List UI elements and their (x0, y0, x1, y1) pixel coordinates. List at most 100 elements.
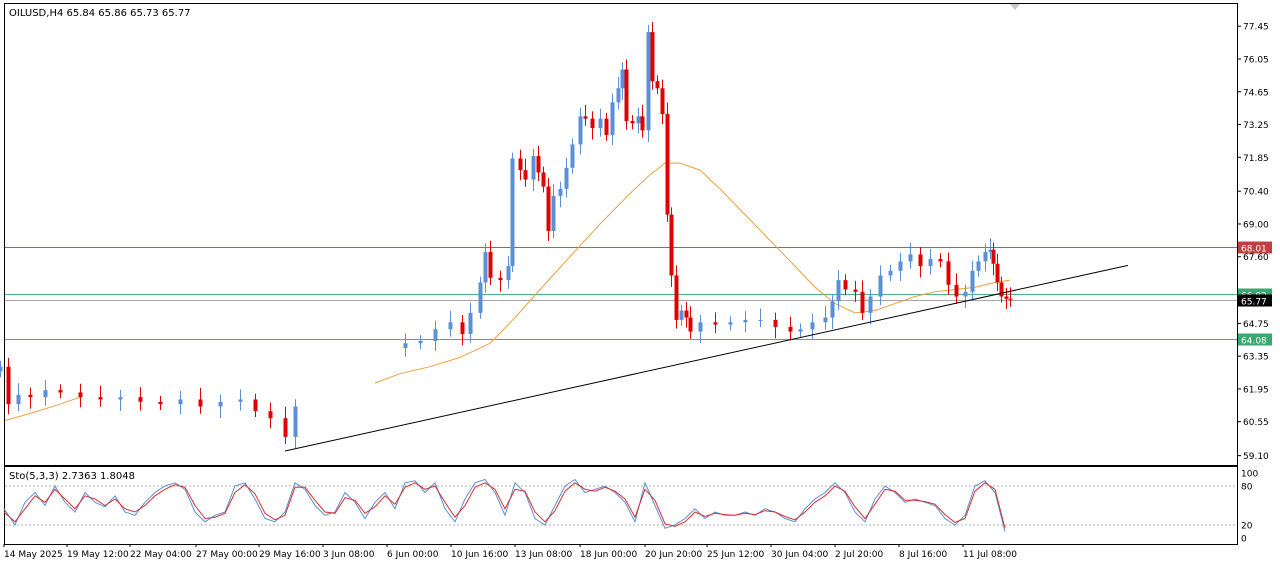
candle-body (6, 366, 11, 405)
candle (878, 265, 883, 306)
candle (983, 243, 988, 272)
candle (665, 102, 670, 222)
candle (646, 24, 651, 142)
candle-body (918, 254, 923, 267)
candle-body (743, 319, 748, 323)
candle (578, 107, 583, 155)
candle-body (551, 195, 556, 231)
candle-body (798, 329, 803, 332)
candle (640, 104, 645, 138)
candle-body (843, 280, 848, 290)
candle-body (478, 282, 483, 313)
candle-body (536, 156, 541, 173)
candle (283, 406, 288, 445)
time-tick-label: 11 Jul 08:00 (963, 550, 1017, 560)
candle-body (684, 310, 689, 318)
candle-body (630, 121, 635, 124)
level-tag-3 (1238, 294, 1272, 307)
candle (433, 320, 438, 352)
candle-body (970, 270, 975, 292)
candle-body (758, 319, 763, 321)
candle (888, 264, 893, 282)
candle (655, 75, 660, 95)
candle-body (908, 254, 913, 262)
candle (713, 312, 718, 334)
candle-body (988, 249, 993, 253)
price-tick-label: 73.25 (1243, 121, 1269, 131)
candle-body (590, 118, 595, 129)
candle (598, 108, 603, 137)
candle (293, 399, 298, 449)
price-axis[interactable]: 77.45 76.05 74.65 73.25 71.85 70.40 69.00 67.60… (1237, 23, 1269, 462)
time-tick-label: 10 Jun 16:00 (451, 550, 508, 560)
candle-body (483, 252, 488, 283)
candle-body (674, 275, 679, 320)
candle (970, 260, 975, 301)
candle (963, 284, 968, 308)
candle (946, 252, 951, 295)
candle (908, 242, 913, 269)
candle-body (158, 401, 163, 405)
candle-body (640, 116, 645, 131)
candle (16, 383, 21, 412)
candle-body (498, 277, 503, 281)
candle-body (578, 116, 583, 145)
candle-body (610, 102, 615, 136)
time-axis[interactable]: 14 May 2025 19 May 12:00 22 May 04:00 27 Ma… (3, 544, 1017, 560)
candle-body (878, 275, 883, 297)
candle-body (698, 322, 703, 332)
candle (583, 104, 588, 126)
candle (570, 138, 575, 174)
time-tick-label: 25 Jun 12:00 (707, 550, 764, 560)
candle-body (650, 32, 655, 82)
trendline-layer (284, 264, 1129, 452)
candle-body (218, 401, 223, 407)
candle-body (118, 397, 123, 400)
moving-average-line (4, 396, 81, 421)
candle-body (636, 116, 641, 124)
candle (488, 240, 493, 286)
stochastic-main-line (3, 478, 1006, 532)
time-tick-label: 3 Jun 08:00 (323, 550, 375, 560)
candle (684, 301, 689, 328)
candle (669, 207, 674, 287)
candle (590, 111, 595, 140)
candle-body (669, 214, 674, 276)
candle (830, 293, 835, 330)
time-tick-label: 6 Jun 00:00 (387, 550, 439, 560)
candle (743, 311, 748, 333)
candle-body (604, 118, 609, 136)
candle-body (853, 289, 858, 292)
price-tick-label: 63.35 (1243, 353, 1269, 363)
price-tick-label: 59.10 (1243, 452, 1269, 462)
candle-body (98, 397, 103, 400)
price-tick-label: 69.00 (1243, 220, 1269, 230)
candle-body (616, 88, 621, 103)
candle-body (954, 284, 959, 297)
candle-body (713, 322, 718, 325)
candle (823, 306, 828, 330)
candle (954, 273, 959, 304)
candle (630, 115, 635, 130)
candle (58, 384, 63, 399)
candle (610, 93, 615, 146)
candle-body (558, 188, 563, 196)
time-tick-label: 27 May 00:00 (196, 550, 258, 560)
candle-body (448, 322, 453, 330)
chart-shift-marker-icon[interactable] (1010, 4, 1020, 10)
candle-body (433, 329, 438, 341)
candle-body (983, 252, 988, 262)
candle-body (518, 158, 523, 171)
stochastic-tick-label: 0 (1241, 535, 1247, 545)
stochastic-axis: 100 80 20 0 (1241, 470, 1258, 545)
candle (0, 360, 3, 378)
candle (728, 316, 733, 331)
candle (976, 255, 981, 277)
candle (758, 308, 763, 328)
level-label-3: 65.77 (1241, 298, 1267, 308)
candle (918, 247, 923, 278)
support-trendline (284, 264, 1129, 452)
candle-body (564, 167, 569, 189)
